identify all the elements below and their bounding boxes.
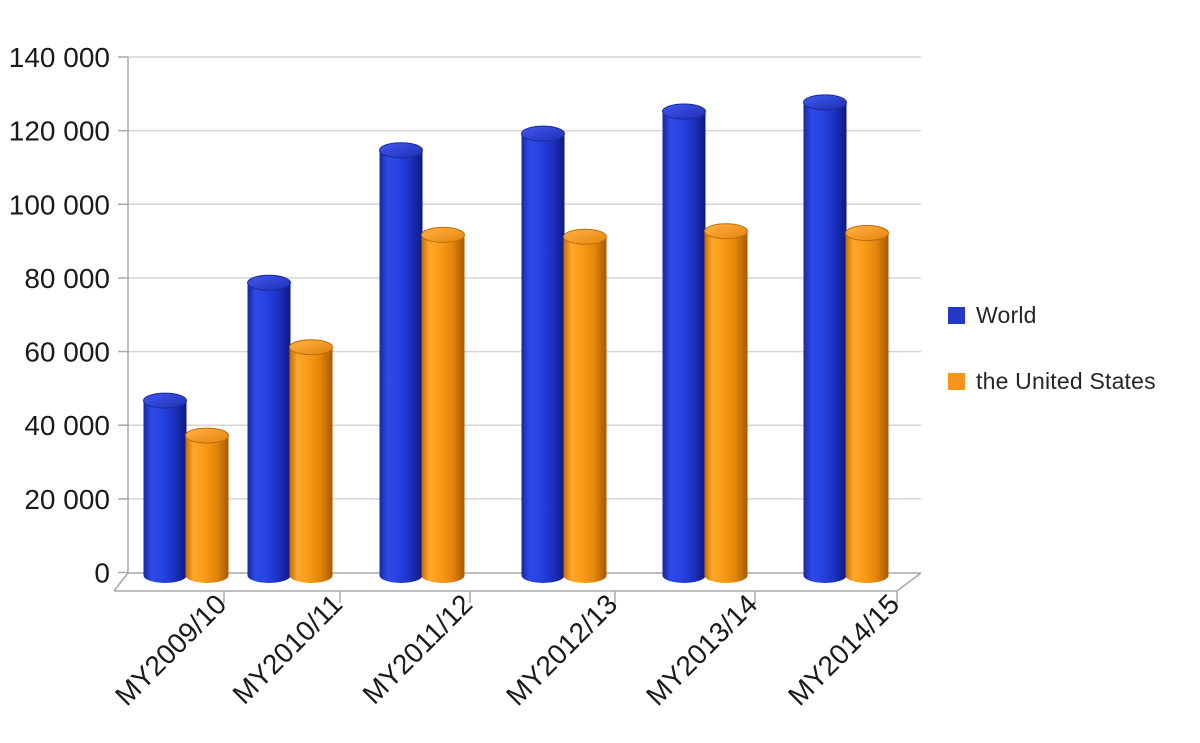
legend-swatch-world [948,306,965,324]
x-axis-label: MY2014/15 [782,588,905,711]
bar-world-3-body [379,150,423,583]
y-axis-label: 140 000 [9,42,110,73]
bar-world-5-body [662,111,706,584]
bar-world-6-body [803,102,847,584]
legend: World the United States [948,296,1156,428]
bar-world-3-top [379,142,423,159]
bar-us-3-top [421,226,465,243]
bar-world-1-top [143,392,187,409]
x-axis-label: MY2013/14 [640,588,763,711]
bar-world-2-body [247,282,291,583]
bar-us-2-top [289,339,333,356]
bar-world-5-top [662,103,706,120]
bar-us-5-top [704,223,748,240]
legend-label-world: World [976,301,1037,328]
bar-world-4-top [521,125,565,142]
x-axis-label: MY2012/13 [500,588,623,711]
floor-right-edge [896,572,922,592]
legend-item-world: World [948,296,1156,334]
bar-us-1-body [185,435,229,583]
bar-us-4-body [563,236,607,583]
bar-us-1-top [185,427,229,444]
y-axis-label: 60 000 [24,337,110,368]
legend-item-united-states: the United States [948,362,1156,400]
x-axis-label: MY2011/12 [357,588,479,710]
x-axis-label: MY2009/10 [109,588,232,711]
bar-world-1-body [143,400,187,583]
floor-left-edge [113,572,129,592]
y-axis-label: 20 000 [24,484,110,515]
bar-world-2-top [247,274,291,291]
y-axis-label: 40 000 [24,410,110,441]
y-axis-label: 80 000 [24,263,110,294]
bar-us-6-top [845,225,889,242]
y-axis-label: 120 000 [9,116,110,147]
bar-us-5-body [704,231,748,583]
bar-us-6-body [845,233,889,583]
bar-us-3-body [421,234,465,583]
y-axis-label: 0 [94,558,110,589]
bar-us-4-top [563,228,607,245]
bar-world-4-body [521,133,565,583]
legend-swatch-united-states [948,372,965,390]
y-axis-label: 100 000 [9,189,110,220]
bar-world-6-top [803,94,847,111]
x-axis-label: MY2010/11 [227,588,349,710]
bar-us-2-body [289,347,333,583]
legend-label-united-states: the United States [976,367,1156,394]
